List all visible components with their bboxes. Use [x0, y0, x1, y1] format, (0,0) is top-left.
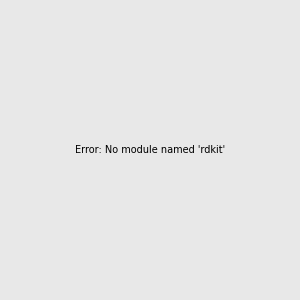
Text: Error: No module named 'rdkit': Error: No module named 'rdkit'	[75, 145, 225, 155]
